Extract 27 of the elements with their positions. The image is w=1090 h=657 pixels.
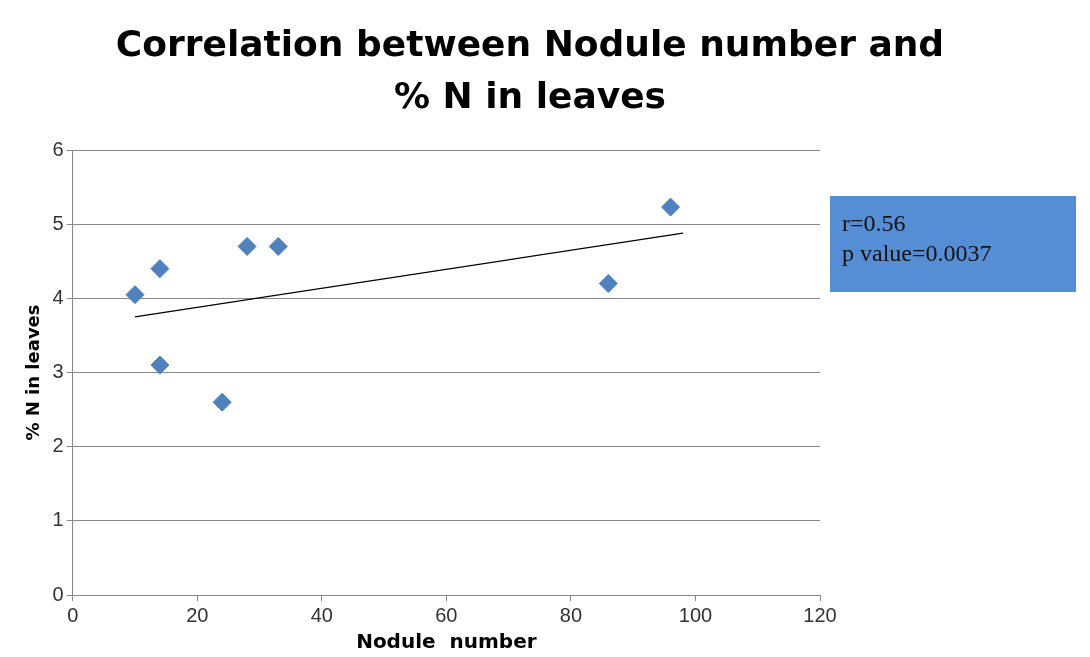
x-axis-title: Nodule number	[356, 629, 537, 654]
point	[150, 259, 170, 279]
text: r=0.56	[842, 209, 907, 238]
x-tick-label: 80	[559, 603, 583, 626]
point	[212, 392, 232, 412]
text: p value=0.0037	[842, 239, 993, 268]
point	[268, 236, 288, 256]
y-tick-label: 5	[52, 211, 64, 234]
y-tick-label: 0	[52, 582, 64, 605]
chart-title: Correlation between Nodule number and % N in leaves	[114, 22, 946, 118]
x-tick-label: 20	[186, 603, 209, 626]
point	[661, 197, 681, 217]
point	[150, 355, 170, 375]
y-tick-label: 6	[52, 137, 64, 160]
x-tick-label: 120	[803, 603, 837, 626]
x-tick-label: 40	[310, 603, 333, 626]
point	[237, 236, 257, 256]
y-tick-label: 2	[52, 434, 64, 457]
x-tick-label: 60	[435, 603, 458, 626]
point	[125, 285, 145, 305]
x-tick-label: 0	[67, 603, 79, 626]
point	[598, 274, 618, 293]
y-tick-label: 1	[52, 508, 64, 531]
y-tick-label: 3	[52, 360, 64, 383]
x-tick-label: 100	[678, 603, 713, 626]
y-axis-title: % N in leaves	[22, 304, 44, 441]
y-tick-label: 4	[52, 285, 64, 308]
